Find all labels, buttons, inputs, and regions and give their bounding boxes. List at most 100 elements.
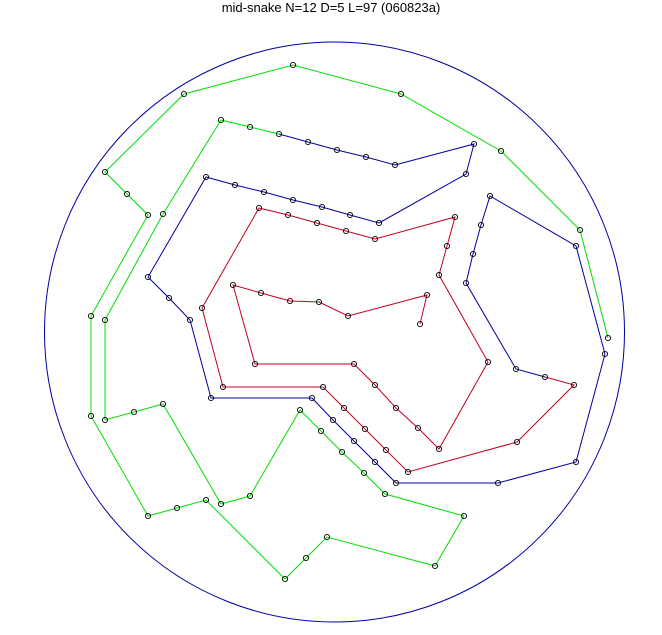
snake-node	[255, 204, 263, 212]
snake-node	[323, 533, 331, 541]
snake-node	[101, 416, 109, 424]
snake-node	[342, 227, 350, 235]
snake-node	[302, 554, 310, 562]
snake-node	[344, 312, 352, 320]
snake-node	[315, 298, 323, 306]
snake-node	[260, 188, 268, 196]
snake-node	[572, 458, 580, 466]
snake-node	[497, 147, 505, 155]
snake-node	[435, 445, 443, 453]
snake-node	[340, 404, 348, 412]
snake-node	[286, 297, 294, 305]
snake-node	[180, 90, 188, 98]
snake-node	[362, 153, 370, 161]
snake-node	[469, 250, 477, 258]
snake-node	[486, 192, 494, 200]
snake-node	[229, 281, 237, 289]
snake-node	[159, 400, 167, 408]
snake-node	[101, 168, 109, 176]
snake-node	[318, 203, 326, 211]
snake-node	[333, 146, 341, 154]
snake-node	[350, 437, 358, 445]
snake-node	[319, 383, 327, 391]
snake-node	[101, 316, 109, 324]
snake-node	[289, 196, 297, 204]
snake-node	[246, 123, 254, 131]
snake-node	[144, 211, 152, 219]
snake-node	[202, 173, 210, 181]
snake-segment-green	[90, 64, 609, 580]
snake-node	[350, 360, 358, 368]
snake-node	[257, 289, 265, 297]
snake-node	[371, 235, 379, 243]
snake-node	[313, 219, 321, 227]
snake-node	[414, 424, 422, 432]
snake-node	[451, 213, 459, 221]
boundary-circle	[44, 41, 625, 623]
snake-node	[435, 271, 443, 279]
snake-node	[392, 479, 400, 487]
snake-node	[281, 575, 289, 583]
snake-node	[397, 90, 405, 98]
snake-node	[87, 312, 95, 320]
snake-node	[360, 469, 368, 477]
snake-node	[470, 140, 478, 148]
snake-node	[570, 381, 578, 389]
snake-node	[284, 211, 292, 219]
snake-node	[572, 242, 580, 250]
snake-node	[130, 408, 138, 416]
snake-node	[512, 365, 520, 373]
snake-node	[275, 130, 283, 138]
snake-node	[416, 320, 424, 328]
snake-node	[391, 161, 399, 169]
snake-node	[329, 416, 337, 424]
snake-node	[604, 334, 612, 342]
snake-node	[392, 404, 400, 412]
snake-node	[217, 116, 225, 124]
snake-node	[87, 412, 95, 420]
snake-node	[246, 492, 254, 500]
snake-node	[123, 190, 131, 198]
snake-node	[371, 381, 379, 389]
figure-title: mid-snake N=12 D=5 L=97 (060823a)	[221, 0, 441, 15]
snake-node	[541, 373, 549, 381]
snake-node	[381, 490, 389, 498]
snake-node	[382, 446, 390, 454]
snake-node	[423, 291, 431, 299]
snake-node	[462, 170, 470, 178]
snake-node	[361, 425, 369, 433]
snake-node	[513, 438, 521, 446]
snake-node	[338, 448, 346, 456]
snake-node	[404, 468, 412, 476]
snake-node	[308, 394, 316, 402]
snake-node	[371, 458, 379, 466]
snake-node	[144, 273, 152, 281]
snake-node	[289, 61, 297, 69]
snake-node	[317, 427, 325, 435]
snake-node	[207, 394, 215, 402]
snake-node	[159, 210, 167, 218]
snake-node	[576, 226, 584, 234]
snake-node	[304, 138, 312, 146]
snake-node	[477, 221, 485, 229]
snake-node	[296, 406, 304, 414]
snake-node	[165, 294, 173, 302]
snake-node	[494, 479, 502, 487]
snake-node	[217, 500, 225, 508]
snake-node	[173, 504, 181, 512]
snake-node	[219, 383, 227, 391]
snake-node	[202, 496, 210, 504]
snake-node	[198, 304, 206, 312]
snake-node	[431, 562, 439, 570]
snake-node	[460, 512, 468, 520]
snake-node	[231, 181, 239, 189]
snake-node	[484, 358, 492, 366]
snake-node	[144, 512, 152, 520]
snake-node	[251, 360, 259, 368]
snake-node	[443, 242, 451, 250]
snake-node	[601, 350, 609, 358]
snake-segment-red	[201, 207, 575, 473]
snake-node	[186, 316, 194, 324]
snake-node	[462, 279, 470, 287]
